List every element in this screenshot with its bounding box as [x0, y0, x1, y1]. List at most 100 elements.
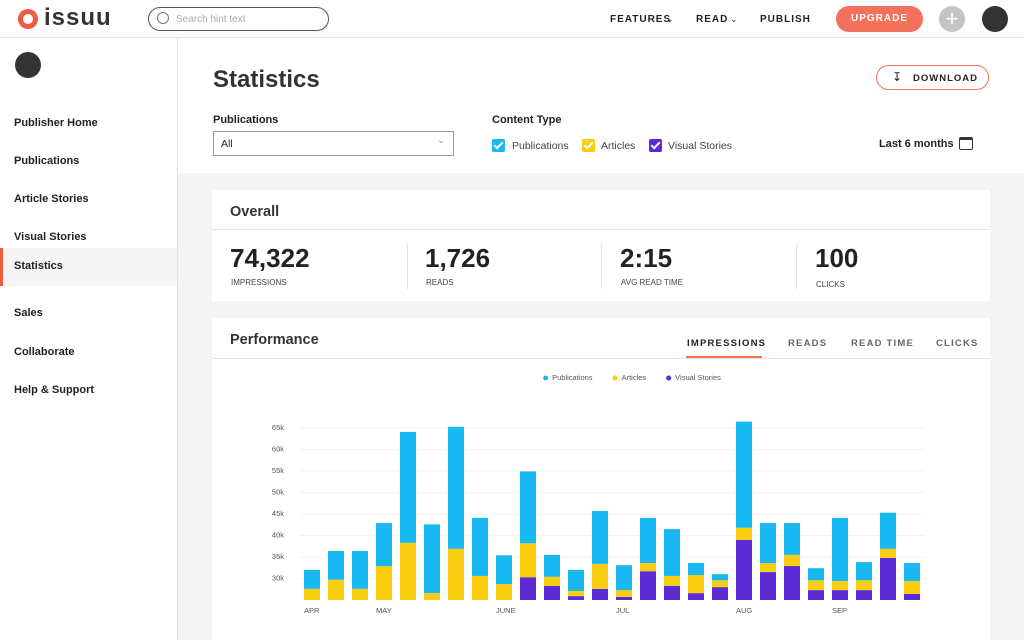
sidebar-item[interactable]: Publisher Home — [14, 117, 98, 129]
bar-segment — [856, 562, 872, 581]
bar-segment — [784, 554, 800, 567]
stat-label: AVG READ TIME — [621, 278, 683, 287]
bar-segment — [400, 542, 416, 600]
checkbox-label[interactable]: Publications — [512, 140, 569, 152]
calendar-icon[interactable] — [959, 137, 973, 150]
publications-select[interactable]: All — [213, 131, 454, 156]
download-icon: ↧ — [892, 70, 903, 84]
tab[interactable]: IMPRESSIONS — [687, 338, 767, 349]
download-button[interactable]: DOWNLOAD — [876, 65, 989, 90]
checkbox[interactable] — [649, 139, 662, 152]
card-title: Overall — [230, 204, 280, 220]
stat-value: 74,322 — [230, 243, 310, 273]
bar-segment — [328, 550, 344, 580]
y-tick-label: 55k — [272, 466, 284, 475]
tab[interactable]: CLICKS — [936, 338, 979, 349]
chevron: ⌄ — [437, 135, 446, 146]
sidebar-item[interactable]: Publications — [14, 155, 80, 167]
legend-marker — [543, 375, 549, 381]
avatar[interactable] — [982, 6, 1008, 32]
x-tick-label: AUG — [736, 606, 752, 615]
nav-item[interactable]: FEATURES — [610, 14, 672, 25]
bar-segment — [616, 596, 632, 600]
checkbox[interactable] — [492, 139, 505, 152]
sidebar-item[interactable]: Statistics — [0, 248, 177, 286]
bar-segment — [664, 529, 680, 576]
y-tick-label: 65k — [272, 423, 284, 432]
y-tick-label: 30k — [272, 573, 284, 582]
chevron: ⌄ — [666, 14, 674, 24]
tab[interactable]: READ TIME — [851, 338, 915, 349]
checkbox-label[interactable]: Articles — [601, 140, 636, 152]
bar-segment — [832, 590, 848, 600]
bar-segment — [616, 565, 632, 591]
bar-segment — [808, 568, 824, 581]
sidebar-item[interactable]: Article Stories — [14, 193, 89, 205]
bar-segment — [520, 543, 536, 578]
bar-segment — [328, 579, 344, 600]
bar-segment — [856, 580, 872, 591]
bar-segment — [400, 431, 416, 543]
bar-segment — [520, 471, 536, 544]
upgrade-button[interactable]: UPGRADE — [836, 6, 923, 32]
legend-marker — [666, 375, 672, 381]
nav-item[interactable]: READ — [696, 14, 729, 25]
bar-segment — [592, 511, 608, 564]
card-title: Performance — [230, 332, 319, 348]
bar-segment — [616, 590, 632, 597]
search-box[interactable]: Search hint text — [148, 7, 329, 31]
y-tick-label: 45k — [272, 509, 284, 518]
bar-segment — [496, 584, 512, 600]
divider — [796, 243, 797, 289]
bar-segment — [904, 563, 920, 582]
divider — [212, 358, 990, 359]
sidebar-item[interactable]: Help & Support — [14, 384, 95, 396]
bar-segment — [304, 588, 320, 600]
logo[interactable]: issuu — [44, 4, 112, 31]
bar-segment — [304, 569, 320, 589]
sidebar-item[interactable]: Visual Stories — [14, 231, 87, 243]
divider — [407, 243, 408, 289]
bar-segment — [832, 581, 848, 591]
bar-segment — [808, 590, 824, 600]
y-tick-label: 60k — [272, 445, 284, 454]
date-range[interactable]: Last 6 months — [879, 138, 954, 150]
x-tick-label: JUL — [616, 606, 629, 615]
sidebar-item[interactable]: Collaborate — [14, 346, 75, 358]
tab[interactable]: READS — [788, 338, 828, 349]
stat-value: 1,726 — [425, 243, 491, 273]
bar-segment — [880, 557, 896, 600]
bar-segment — [880, 548, 896, 558]
y-tick-label: 40k — [272, 531, 284, 540]
divider — [212, 229, 990, 230]
bar-segment — [688, 563, 704, 576]
bar-segment — [904, 593, 920, 600]
bar-segment — [736, 421, 752, 528]
logo-icon[interactable] — [18, 9, 38, 29]
page-title: Statistics — [213, 66, 320, 93]
legend-label: Articles — [622, 373, 647, 382]
bar-segment — [376, 566, 392, 600]
bar-segment — [448, 426, 464, 549]
checkbox-label[interactable]: Visual Stories — [668, 140, 733, 152]
avatar[interactable] — [15, 52, 41, 78]
bar-segment — [568, 590, 584, 597]
tab-indicator — [686, 356, 762, 358]
bar-segment — [496, 555, 512, 585]
bar-segment — [856, 590, 872, 600]
bar-segment — [760, 563, 776, 573]
y-tick-label: 50k — [272, 488, 284, 497]
bar-segment — [640, 571, 656, 600]
divider — [601, 243, 602, 289]
add-button[interactable]: + — [939, 6, 965, 32]
stat-value: 100 — [815, 243, 859, 273]
nav-item[interactable]: PUBLISH — [760, 14, 811, 25]
y-tick-label: 35k — [272, 552, 284, 561]
bar-segment — [712, 580, 728, 588]
bar-segment — [736, 527, 752, 540]
checkbox[interactable] — [582, 139, 595, 152]
sidebar-item[interactable]: Sales — [14, 307, 43, 319]
bar-segment — [664, 575, 680, 586]
x-tick-label: MAY — [376, 606, 392, 615]
bar-segment — [664, 585, 680, 600]
